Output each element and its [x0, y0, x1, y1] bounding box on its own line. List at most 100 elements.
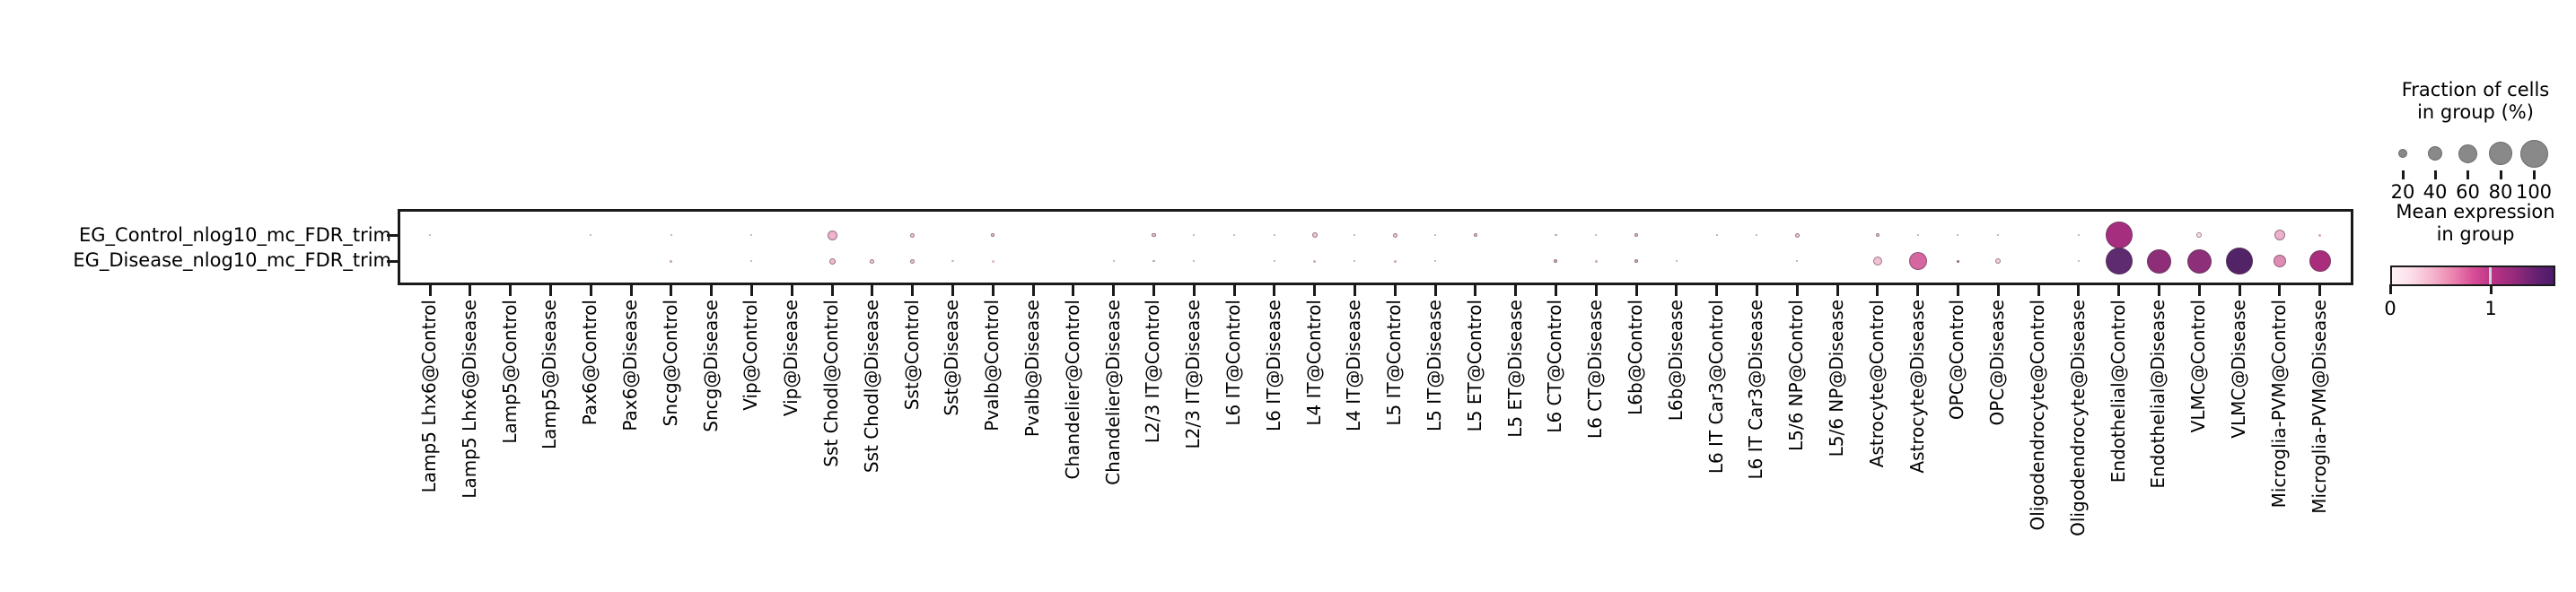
column-label: Lamp5 Lhx6@Control	[418, 300, 440, 493]
column-label: Sncg@Disease	[699, 300, 722, 432]
x-tick	[2117, 285, 2121, 296]
size-legend-dot	[2519, 139, 2548, 168]
column-label: L6 IT@Control	[1222, 300, 1244, 426]
x-tick	[2238, 285, 2241, 296]
size-legend-title-line1: Fraction of cells	[2401, 79, 2550, 100]
x-tick	[1273, 285, 1276, 296]
column-label: Oligodendrocyte@Disease	[2066, 300, 2089, 536]
x-tick	[951, 285, 954, 296]
size-legend-tick	[2532, 170, 2536, 179]
size-legend-tick	[2401, 170, 2405, 179]
expression-dot	[1916, 234, 1919, 236]
x-tick	[1232, 285, 1236, 296]
expression-dot	[2318, 233, 2322, 237]
expression-dot	[1956, 259, 1959, 263]
expression-dot	[910, 258, 916, 264]
y-tick	[387, 259, 398, 263]
expression-dot	[1434, 260, 1436, 262]
expression-dot	[827, 230, 837, 240]
expression-dot	[2077, 260, 2080, 262]
column-label: L5 IT@Disease	[1424, 300, 1445, 432]
column-label: L6 IT Car3@Disease	[1745, 300, 1767, 480]
column-label: Sst@Disease	[941, 300, 963, 416]
x-tick	[911, 285, 915, 296]
column-label: L6b@Control	[1625, 300, 1646, 415]
expression-dot	[590, 234, 592, 236]
x-tick	[469, 285, 472, 296]
x-tick	[1956, 285, 1959, 296]
x-tick	[1594, 285, 1598, 296]
size-legend-tick	[2433, 170, 2437, 179]
column-label: L5/6 NP@Disease	[1826, 300, 1847, 457]
expression-dot	[1795, 259, 1799, 263]
column-label: Endothelial@Disease	[2147, 300, 2169, 489]
column-label: L6 IT Car3@Control	[1704, 300, 1727, 474]
expression-dot	[1594, 259, 1598, 263]
expression-dot	[429, 234, 431, 236]
size-legend-tick-label: 80	[2488, 181, 2513, 203]
size-legend-tick-label: 40	[2423, 181, 2448, 203]
x-tick	[1514, 285, 1518, 296]
column-label: L5 IT@Control	[1383, 300, 1406, 426]
x-tick	[1916, 285, 1920, 296]
x-tick	[1876, 285, 1879, 296]
expression-dot	[2186, 248, 2212, 274]
column-label: Chandelier@Disease	[1101, 300, 1124, 485]
column-label: Oligodendrocyte@Control	[2027, 300, 2048, 531]
x-tick	[629, 285, 633, 296]
expression-dot	[670, 259, 673, 263]
y-tick	[387, 233, 398, 237]
size-legend-dot	[2489, 142, 2512, 165]
expression-dot	[2196, 232, 2203, 238]
x-tick	[1836, 285, 1839, 296]
expression-dot	[828, 257, 836, 265]
x-tick	[2197, 285, 2201, 296]
x-tick	[509, 285, 513, 296]
column-label: L5 ET@Control	[1463, 300, 1485, 432]
size-legend-tick-label: 100	[2515, 181, 2553, 203]
expression-dot	[1354, 260, 1356, 262]
expression-dot	[2105, 248, 2133, 274]
column-label: Endothelial@Control	[2107, 300, 2129, 483]
expression-dot	[1311, 232, 1318, 238]
column-label: L5 ET@Disease	[1503, 300, 1526, 438]
x-tick	[2077, 285, 2081, 296]
x-tick	[1192, 285, 1196, 296]
expression-dot	[1392, 232, 1398, 238]
x-tick	[1393, 285, 1397, 296]
size-legend-tick	[2499, 170, 2502, 179]
x-tick	[991, 285, 994, 296]
column-label: L6 CT@Control	[1544, 300, 1566, 433]
expression-dot	[1273, 260, 1275, 262]
expression-dot	[1995, 258, 2002, 264]
expression-dot	[1232, 233, 1236, 237]
expression-dot	[1908, 252, 1927, 270]
expression-dot	[1957, 234, 1959, 236]
expression-dot	[2309, 250, 2331, 272]
x-tick	[871, 285, 874, 296]
column-label: Sncg@Control	[659, 300, 681, 427]
x-tick	[2318, 285, 2322, 296]
expression-dot	[1555, 233, 1557, 237]
expression-dot	[910, 232, 916, 238]
column-label: Vip@Disease	[780, 300, 802, 417]
x-tick	[790, 285, 793, 296]
size-legend-tick-label: 20	[2390, 181, 2415, 203]
expression-dot	[750, 260, 753, 262]
expression-dot	[1152, 232, 1156, 238]
x-tick	[1554, 285, 1557, 296]
expression-dot	[951, 259, 954, 263]
expression-dot	[2226, 248, 2253, 274]
column-label: Sst Chodl@Disease	[860, 300, 882, 474]
column-label: VLMC@Control	[2187, 300, 2210, 433]
x-tick	[1715, 285, 1719, 296]
x-tick	[1072, 285, 1075, 296]
expression-dot	[2077, 234, 2080, 236]
x-tick	[548, 285, 552, 296]
row-label: EG_Control_nlog10_mc_FDR_trim	[79, 224, 391, 246]
x-tick	[2037, 285, 2040, 296]
x-tick	[1353, 285, 1356, 296]
expression-dot	[1872, 257, 1882, 266]
row-label: EG_Disease_nlog10_mc_FDR_trim	[73, 249, 391, 271]
colorbar-tick	[2489, 284, 2493, 294]
